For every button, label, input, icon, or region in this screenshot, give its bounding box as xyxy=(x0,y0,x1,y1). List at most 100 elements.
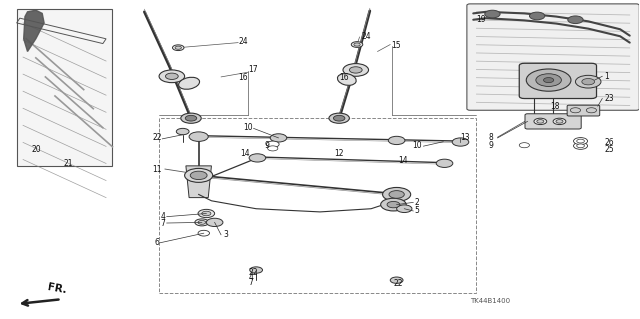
Text: 16: 16 xyxy=(238,73,248,82)
Circle shape xyxy=(349,67,362,73)
Circle shape xyxy=(381,198,406,211)
Circle shape xyxy=(175,46,181,49)
Text: TK44B1400: TK44B1400 xyxy=(470,298,510,304)
FancyBboxPatch shape xyxy=(567,105,600,116)
Circle shape xyxy=(173,45,184,50)
Text: 22: 22 xyxy=(394,279,403,288)
Text: 9: 9 xyxy=(264,141,269,150)
Circle shape xyxy=(570,108,580,113)
Text: 7: 7 xyxy=(248,278,253,287)
Circle shape xyxy=(184,168,212,182)
Circle shape xyxy=(249,154,266,162)
Circle shape xyxy=(333,115,345,121)
Text: FR.: FR. xyxy=(47,282,67,295)
Ellipse shape xyxy=(179,77,200,89)
Text: 5: 5 xyxy=(415,206,419,215)
Circle shape xyxy=(553,118,566,124)
Text: 4: 4 xyxy=(248,273,253,282)
Text: 21: 21 xyxy=(63,159,73,168)
Text: 10: 10 xyxy=(243,123,253,132)
Text: 24: 24 xyxy=(362,32,371,41)
Text: 7: 7 xyxy=(161,219,166,227)
Ellipse shape xyxy=(337,74,356,85)
FancyBboxPatch shape xyxy=(519,63,596,99)
Circle shape xyxy=(577,144,584,148)
Circle shape xyxy=(266,141,279,147)
Circle shape xyxy=(198,230,209,236)
Circle shape xyxy=(577,139,584,143)
Text: 9: 9 xyxy=(489,141,493,150)
Text: 18: 18 xyxy=(550,102,559,111)
Circle shape xyxy=(534,118,547,124)
Circle shape xyxy=(452,138,468,146)
Text: 12: 12 xyxy=(334,149,344,158)
Circle shape xyxy=(268,146,278,151)
Polygon shape xyxy=(186,166,211,197)
Text: 20: 20 xyxy=(31,145,41,154)
FancyBboxPatch shape xyxy=(525,114,581,129)
Text: 22: 22 xyxy=(248,268,258,278)
Circle shape xyxy=(568,16,583,24)
Circle shape xyxy=(519,143,529,148)
Circle shape xyxy=(573,142,588,149)
Polygon shape xyxy=(24,10,44,51)
Text: 11: 11 xyxy=(152,165,162,174)
Text: 4: 4 xyxy=(161,212,166,221)
Circle shape xyxy=(250,267,262,273)
Text: 14: 14 xyxy=(399,156,408,165)
Text: 16: 16 xyxy=(339,73,349,82)
Circle shape xyxy=(556,120,563,123)
Circle shape xyxy=(529,12,545,20)
FancyBboxPatch shape xyxy=(467,4,639,110)
Circle shape xyxy=(198,209,214,218)
Circle shape xyxy=(190,171,207,180)
Text: 24: 24 xyxy=(238,38,248,47)
Circle shape xyxy=(586,108,596,113)
Text: 22: 22 xyxy=(152,133,162,142)
Circle shape xyxy=(354,43,360,46)
Text: 23: 23 xyxy=(604,94,614,103)
Text: 1: 1 xyxy=(604,72,609,81)
Text: 15: 15 xyxy=(392,41,401,50)
Circle shape xyxy=(387,201,400,208)
Text: 8: 8 xyxy=(489,133,493,142)
Circle shape xyxy=(185,115,196,121)
Circle shape xyxy=(543,78,554,83)
Circle shape xyxy=(270,134,287,142)
Text: 2: 2 xyxy=(415,198,419,207)
Circle shape xyxy=(189,132,208,141)
Circle shape xyxy=(195,219,209,226)
FancyBboxPatch shape xyxy=(17,9,113,166)
Circle shape xyxy=(537,120,544,123)
Circle shape xyxy=(198,220,205,224)
Text: 19: 19 xyxy=(476,15,486,24)
Text: 25: 25 xyxy=(604,145,614,154)
Text: 17: 17 xyxy=(248,65,258,74)
Circle shape xyxy=(582,78,595,85)
Circle shape xyxy=(536,74,561,86)
Text: 13: 13 xyxy=(461,133,470,142)
Circle shape xyxy=(397,205,412,212)
Circle shape xyxy=(389,191,404,198)
Circle shape xyxy=(180,113,201,123)
Circle shape xyxy=(351,42,363,48)
Circle shape xyxy=(202,211,211,216)
Circle shape xyxy=(166,73,178,79)
Circle shape xyxy=(388,136,405,145)
Circle shape xyxy=(573,137,588,145)
Circle shape xyxy=(206,218,223,226)
Circle shape xyxy=(159,70,184,83)
Text: 10: 10 xyxy=(413,141,422,150)
Circle shape xyxy=(176,128,189,135)
Circle shape xyxy=(526,69,571,91)
Text: 26: 26 xyxy=(604,137,614,146)
Circle shape xyxy=(436,159,453,167)
Circle shape xyxy=(575,75,601,88)
Text: 6: 6 xyxy=(154,238,159,247)
Circle shape xyxy=(484,10,500,18)
Circle shape xyxy=(390,277,403,283)
Circle shape xyxy=(329,113,349,123)
Circle shape xyxy=(343,63,369,76)
Text: 14: 14 xyxy=(240,149,250,158)
Text: 3: 3 xyxy=(223,230,228,239)
